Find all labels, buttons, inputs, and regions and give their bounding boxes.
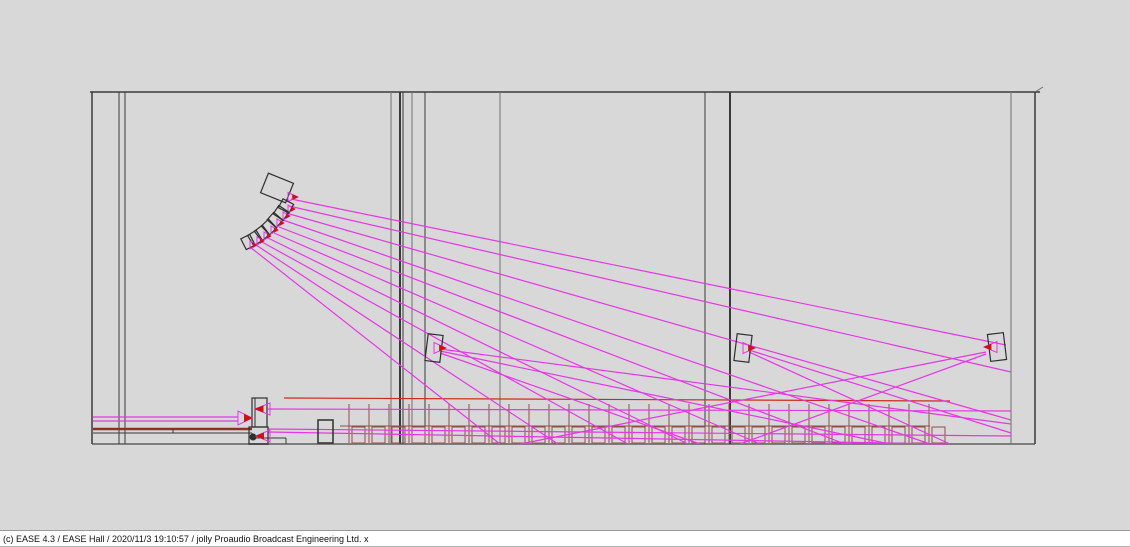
- line-array-top-box-cabinet: [259, 172, 295, 204]
- stage-ray-low-1: [267, 428, 1012, 437]
- seat-box: [771, 426, 786, 444]
- seat-box: [571, 426, 586, 444]
- delay-speaker-1[interactable]: [424, 333, 448, 363]
- line-array-top-box[interactable]: [259, 172, 300, 204]
- stage-equipment-box[interactable]: [317, 419, 334, 444]
- array-ray-5: [278, 226, 846, 445]
- line-array-box-4[interactable]: [260, 218, 280, 236]
- stage-ray-low-2: [267, 431, 946, 445]
- seat-box: [791, 426, 806, 444]
- line-array-box-2-cone-red-core: [285, 213, 291, 219]
- line-array-box-1-cone-red-core: [290, 206, 296, 212]
- delay-speaker-1-cone-red-core: [439, 344, 447, 352]
- line-array-box-6-cabinet: [246, 229, 264, 247]
- array-ray-6: [273, 232, 761, 445]
- seat-box: [691, 426, 706, 444]
- line-array-box-4-cabinet: [260, 218, 278, 236]
- seat-box: [471, 426, 486, 444]
- seat-box: [491, 426, 506, 444]
- rear-speaker-ray-1: [519, 351, 987, 445]
- line-array-box-4-cone-red-core: [273, 227, 279, 233]
- seat-box: [731, 426, 746, 444]
- seat-box: [511, 426, 526, 444]
- stage-speaker-lower-box[interactable]: [248, 426, 269, 445]
- line-array-top-box-cone-red-core: [292, 194, 299, 200]
- line-array-box-2[interactable]: [272, 204, 292, 222]
- line-array-box-7[interactable]: [240, 233, 259, 251]
- status-bar: (c) EASE 4.3 / EASE Hall / 2020/11/3 19:…: [0, 530, 1130, 547]
- line-array-box-6[interactable]: [246, 229, 266, 247]
- line-array-box-5[interactable]: [253, 224, 273, 242]
- delay1-ray-3: [439, 352, 701, 445]
- array-ray-4: [282, 219, 931, 445]
- stage-speaker-pivot: [249, 433, 257, 441]
- delay-speaker-2-cone-red-core: [748, 344, 756, 352]
- seat-box: [371, 426, 386, 444]
- stage-lower-cone-red-core: [255, 432, 264, 440]
- seat-box: [351, 426, 366, 444]
- line-array-box-6-cone-red-core: [259, 238, 265, 244]
- array-ray-7: [267, 237, 689, 445]
- array-ray-3: [285, 212, 1012, 421]
- stage-upper-cone-red-core: [254, 405, 264, 413]
- delay-speaker-2[interactable]: [733, 333, 757, 363]
- status-bar-text: (c) EASE 4.3 / EASE Hall / 2020/11/3 19:…: [3, 533, 369, 544]
- seat-box: [651, 426, 666, 444]
- rear-speaker-ray-2: [739, 353, 987, 445]
- delay1-ray-1: [439, 348, 1012, 425]
- stage-ray-main: [267, 408, 1012, 412]
- array-ray-2: [288, 205, 1012, 373]
- line-array-box-7-cabinet: [240, 233, 256, 251]
- seat-box: [591, 426, 606, 444]
- line-array-box-3-cabinet: [266, 211, 284, 229]
- delay1-ray-2: [439, 350, 891, 445]
- audience-area-line: [283, 397, 951, 402]
- delay2-ray-2: [748, 351, 951, 445]
- ceiling-corner-tick: [1034, 86, 1044, 93]
- array-ray-9: [255, 244, 559, 445]
- seat-box: [671, 426, 686, 444]
- stage-left-cone-red-core: [244, 413, 253, 423]
- line-array-box-5-cone-red-core: [266, 233, 272, 239]
- line-array-box-5-cabinet: [253, 224, 271, 242]
- seat-box: [811, 426, 826, 444]
- line-array-box-1[interactable]: [277, 197, 297, 215]
- delay2-ray-1: [748, 349, 1012, 434]
- line-array-box-3[interactable]: [266, 211, 286, 229]
- rear-wall-speaker[interactable]: [982, 331, 1008, 363]
- seat-box: [711, 426, 726, 444]
- rear-wall-speaker-cone-red-core: [983, 343, 992, 351]
- line-array-box-3-cone-red-core: [279, 220, 285, 226]
- seat-box: [631, 426, 646, 444]
- array-ray-8: [261, 241, 629, 445]
- drawing-canvas[interactable]: [0, 0, 1130, 530]
- array-ray-1: [290, 198, 1007, 346]
- line-array-box-7-cone-red-core: [252, 242, 258, 248]
- array-ray-10: [249, 246, 501, 445]
